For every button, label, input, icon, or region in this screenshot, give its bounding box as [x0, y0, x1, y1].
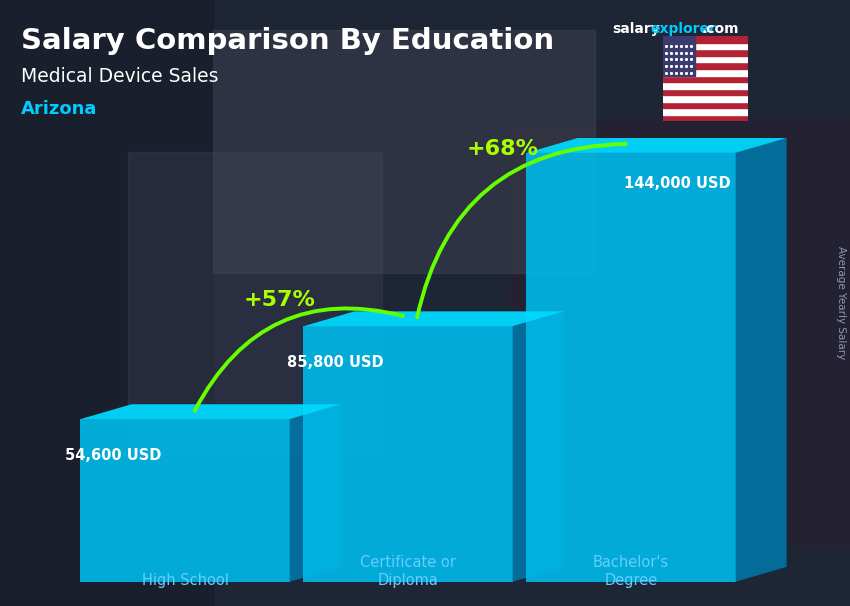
Text: Salary Comparison By Education: Salary Comparison By Education: [21, 27, 554, 55]
Bar: [128, 152, 382, 454]
Bar: [663, 115, 748, 121]
Text: Average Yearly Salary: Average Yearly Salary: [836, 247, 846, 359]
Bar: [510, 121, 850, 545]
Text: 54,600 USD: 54,600 USD: [65, 448, 161, 463]
Bar: [663, 76, 748, 82]
Bar: [663, 95, 748, 102]
Polygon shape: [526, 138, 786, 153]
Polygon shape: [526, 153, 735, 582]
Bar: [212, 30, 595, 273]
Text: +68%: +68%: [467, 139, 539, 159]
Bar: [663, 36, 695, 76]
Polygon shape: [303, 326, 513, 582]
Polygon shape: [81, 404, 341, 419]
Text: Bachelor's
Degree: Bachelor's Degree: [593, 556, 669, 588]
Bar: [663, 56, 748, 62]
FancyArrowPatch shape: [417, 144, 626, 318]
Bar: [663, 62, 748, 69]
Polygon shape: [735, 138, 786, 582]
Polygon shape: [303, 311, 564, 326]
Bar: [663, 43, 748, 50]
Text: +57%: +57%: [244, 290, 315, 310]
Text: Certificate or
Diploma: Certificate or Diploma: [360, 556, 456, 588]
Text: 85,800 USD: 85,800 USD: [287, 355, 384, 370]
Polygon shape: [81, 419, 290, 582]
Text: explorer: explorer: [650, 22, 716, 36]
Bar: [663, 82, 748, 88]
Bar: [663, 108, 748, 115]
Bar: [0, 0, 212, 606]
Polygon shape: [513, 311, 564, 582]
Text: 144,000 USD: 144,000 USD: [625, 176, 731, 191]
Bar: [663, 69, 748, 76]
Bar: [663, 88, 748, 95]
Text: High School: High School: [141, 573, 229, 588]
Polygon shape: [290, 404, 341, 582]
Bar: [663, 36, 748, 43]
Bar: [663, 102, 748, 108]
Text: .com: .com: [701, 22, 739, 36]
FancyArrowPatch shape: [195, 308, 403, 411]
Text: salary: salary: [612, 22, 660, 36]
Text: Medical Device Sales: Medical Device Sales: [21, 67, 218, 85]
Bar: [663, 50, 748, 56]
Text: Arizona: Arizona: [21, 100, 98, 118]
